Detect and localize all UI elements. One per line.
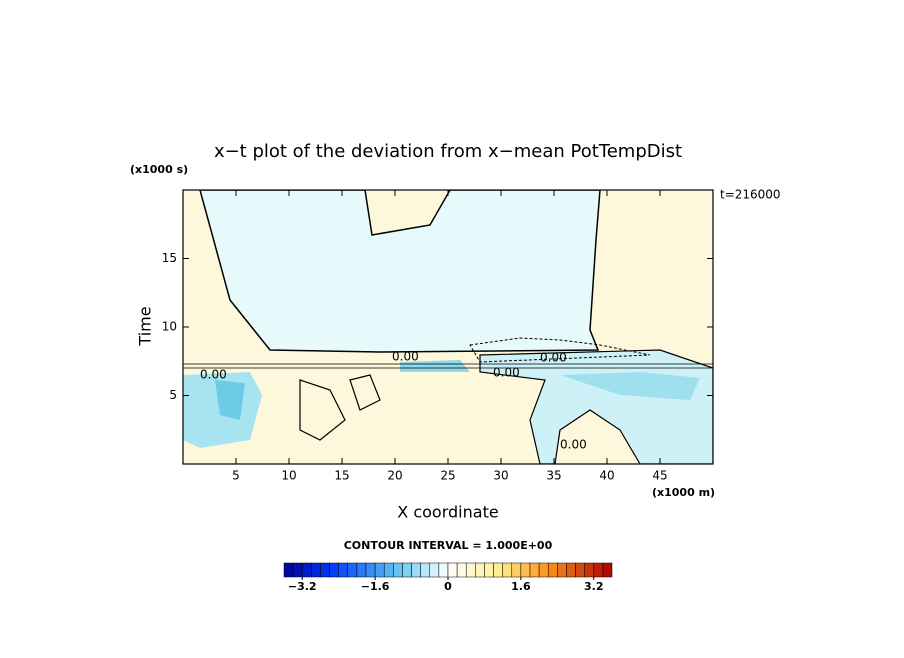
colorbar-box — [475, 562, 485, 578]
colorbar-box — [393, 562, 403, 578]
colorbar-box — [356, 562, 367, 578]
colorbar-box — [520, 562, 531, 578]
field-region — [199, 190, 601, 353]
contour-label: 0.00 — [392, 350, 419, 364]
colorbar-box — [511, 562, 522, 578]
colorbar-box — [311, 562, 321, 578]
colorbar-box — [383, 562, 394, 578]
x-tick-label: 30 — [493, 469, 508, 483]
colorbar-box — [365, 562, 376, 578]
contour-line — [299, 374, 381, 441]
time-label: t=216000 — [720, 188, 781, 202]
x-tick-label: 20 — [387, 469, 402, 483]
field-region — [400, 360, 470, 372]
y-tick-label: 15 — [162, 251, 177, 265]
colorbar-box — [465, 562, 476, 578]
colorbar-box — [602, 562, 613, 578]
x-axis-title: X coordinate — [397, 503, 498, 522]
x-tick-label: 40 — [599, 469, 614, 483]
colorbar-label: 1.6 — [511, 580, 531, 593]
contour-label: 0.00 — [200, 368, 227, 382]
field-region — [215, 380, 245, 420]
colorbar-box — [538, 562, 549, 578]
colorbar-box — [584, 562, 595, 578]
colorbar-box — [502, 562, 513, 578]
x-tick-label: 25 — [440, 469, 455, 483]
x-tick-label: 35 — [546, 469, 561, 483]
colorbar-label: −1.6 — [361, 580, 390, 593]
colorbar-box — [566, 562, 576, 578]
colorbar-box — [484, 562, 494, 578]
colorbar-box — [347, 562, 358, 578]
colorbar-box — [438, 562, 449, 578]
contour-line — [183, 363, 713, 369]
y-tick-label: 5 — [169, 388, 177, 402]
colorbar-label: −3.2 — [288, 580, 317, 593]
colorbar-box — [292, 562, 303, 578]
colorbar-box — [338, 562, 349, 578]
colorbar-box — [402, 562, 412, 578]
x-tick-label: 45 — [652, 469, 667, 483]
contour-line — [469, 337, 651, 363]
colorbar-box — [374, 562, 385, 578]
field — [183, 190, 713, 464]
colorbar-box — [593, 562, 604, 578]
field-region — [560, 372, 700, 400]
x-tick-label: 15 — [334, 469, 349, 483]
colorbar-box — [456, 562, 467, 578]
colorbar-box — [420, 562, 431, 578]
colorbar-box — [429, 562, 440, 578]
colorbar-box — [557, 562, 567, 578]
colorbar-box — [529, 562, 540, 578]
colorbar-box — [493, 562, 503, 578]
contour-interval: CONTOUR INTERVAL = 1.000E+00 — [344, 539, 553, 552]
colorbar-box — [301, 562, 312, 578]
chart-title: x−t plot of the deviation from x−mean Po… — [214, 141, 682, 162]
contour-label: 0.00 — [493, 366, 520, 380]
colorbar-label: 0 — [444, 580, 452, 593]
colorbar-box — [411, 562, 421, 578]
colorbar-box — [329, 562, 339, 578]
x-unit: (x1000 m) — [652, 486, 715, 499]
y-tick-label: 10 — [162, 320, 177, 334]
colorbar-box — [283, 562, 294, 578]
contour-label: 0.00 — [560, 438, 587, 452]
colorbar-label: 3.2 — [584, 580, 604, 593]
colorbar-box — [575, 562, 585, 578]
contour-label: 0.00 — [540, 351, 567, 365]
colorbar-box — [447, 562, 458, 578]
colorbar-box — [547, 562, 558, 578]
y-unit: (x1000 s) — [130, 163, 188, 176]
y-axis-title: Time — [136, 306, 155, 346]
colorbar-box — [320, 562, 330, 578]
x-tick-label: 5 — [232, 469, 240, 483]
x-tick-label: 10 — [281, 469, 296, 483]
